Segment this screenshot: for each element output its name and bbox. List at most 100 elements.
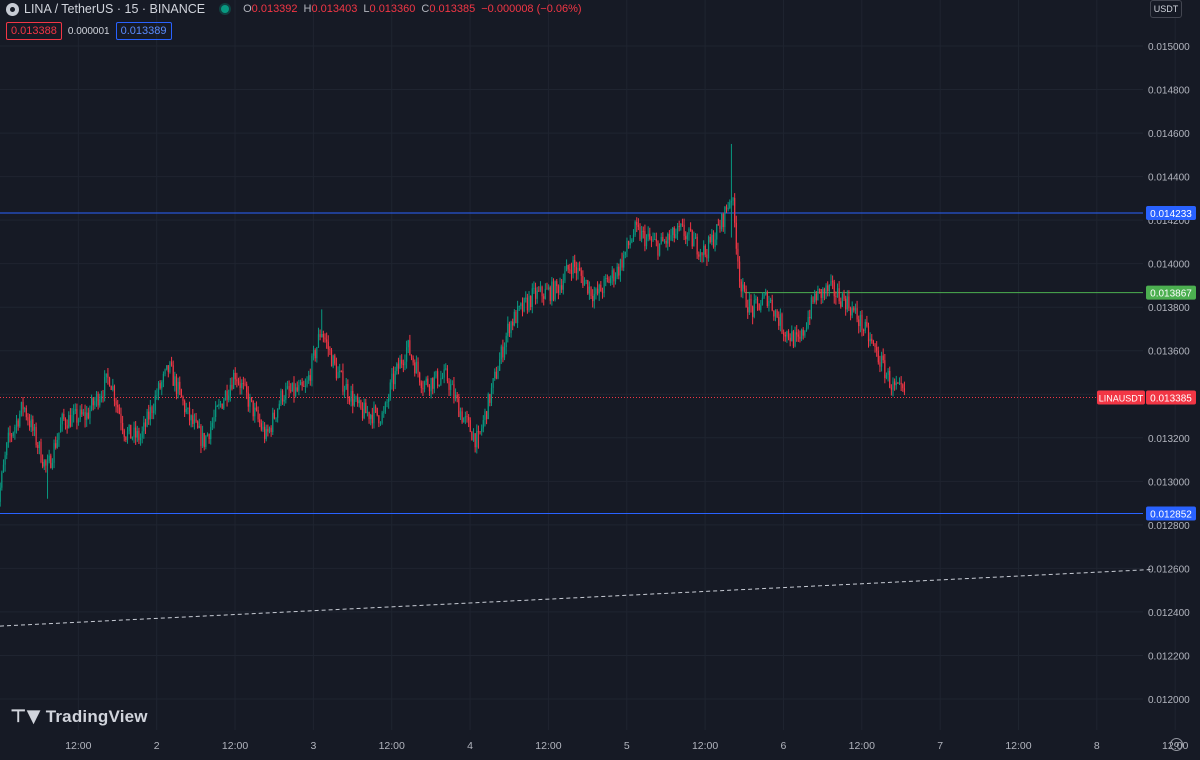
candle-body: [389, 382, 391, 398]
ohlc-low: L0.013360: [363, 3, 416, 15]
market-status-icon[interactable]: [221, 5, 230, 13]
candle-body: [184, 401, 186, 413]
candle-body: [903, 388, 906, 393]
candle-body: [110, 386, 112, 390]
candle-body: [1, 472, 3, 488]
candle-body: [159, 383, 161, 389]
candle-body: [6, 442, 8, 456]
candle-body: [822, 288, 824, 298]
candle-body: [316, 347, 318, 359]
candle-body: [611, 270, 613, 279]
candle-body: [355, 396, 357, 400]
candle-body: [151, 407, 153, 414]
candle-body: [704, 245, 706, 255]
candle-body: [203, 433, 205, 447]
candle-body: [22, 402, 24, 410]
candle-body: [781, 314, 783, 333]
buy-button[interactable]: 0.013389: [115, 22, 172, 40]
candle-body: [139, 437, 142, 441]
y-tick-label: 0.014000: [1148, 260, 1190, 271]
candle-body: [665, 240, 667, 244]
candle-body: [487, 394, 489, 420]
y-tick-label: 0.012400: [1148, 608, 1190, 619]
candle-body: [440, 378, 442, 385]
candle-body: [454, 394, 457, 399]
candle-body: [652, 239, 654, 241]
price-axis[interactable]: 0.012000 0.012200 0.012400 0.012600 0.012800…: [1148, 42, 1190, 706]
candle-body: [172, 365, 174, 386]
candle-body: [327, 341, 329, 350]
currency-selector[interactable]: USDT: [1150, 0, 1182, 18]
candle-body: [685, 236, 687, 240]
candle-body: [851, 307, 853, 316]
candle-body: [15, 420, 18, 427]
candle-body: [709, 236, 711, 243]
candle-body: [593, 293, 595, 302]
candle-body: [459, 411, 462, 418]
candle-body: [464, 415, 466, 418]
tradingview-logo-text: TradingView: [45, 706, 148, 726]
candle-body: [304, 385, 307, 387]
candle-body: [683, 224, 685, 237]
candle-body: [135, 427, 137, 438]
candle-body: [247, 392, 249, 407]
candle-body: [370, 414, 372, 419]
time-axis[interactable]: 12:00 2 12:00 3 12:00 4 12:00 5 12:00 6 12:00 7 12:0…: [65, 740, 1188, 752]
candle-body: [853, 307, 855, 311]
candle-body: [211, 422, 213, 428]
candle-body: [634, 221, 636, 235]
candle-body: [711, 234, 713, 243]
y-tick-label: 0.012000: [1148, 695, 1190, 706]
candle-body: [561, 285, 563, 290]
tradingview-logo: ⊤▼ TradingView: [10, 706, 148, 727]
candle-body: [46, 461, 49, 466]
candle-body: [791, 331, 793, 342]
candle-body: [92, 398, 94, 406]
candle-body: [756, 298, 759, 304]
candle-body: [833, 282, 835, 297]
candle-body: [760, 305, 762, 311]
y-tick-label: 0.012200: [1148, 651, 1190, 662]
candle-body: [59, 424, 62, 433]
tv-logo-icon: ⊤▼: [10, 706, 41, 727]
candle-body: [25, 408, 27, 418]
trendline[interactable]: [0, 568, 1152, 627]
y-tick-label: 0.015000: [1148, 42, 1190, 53]
candle-body: [285, 388, 287, 400]
candle-body: [131, 437, 134, 439]
candle-body: [4, 455, 6, 465]
candle-body: [848, 296, 850, 309]
candle-body: [690, 228, 692, 231]
horizontal-levels[interactable]: [0, 212, 1143, 515]
candle-body: [858, 319, 860, 327]
symbol-title[interactable]: LINA / TetherUS · 15 · BINANCE: [24, 2, 206, 16]
candle-body: [122, 422, 124, 431]
settings-icon[interactable]: [1170, 738, 1183, 751]
sell-button[interactable]: 0.013388: [6, 22, 62, 40]
candle-body: [660, 237, 662, 244]
candle-body: [348, 398, 351, 402]
candle-body: [740, 281, 742, 292]
candle-body: [234, 372, 236, 380]
candle-body: [814, 293, 816, 303]
candle-body: [554, 281, 556, 300]
candle-body: [541, 286, 543, 297]
candle-body: [252, 400, 254, 417]
candle-body: [774, 310, 777, 317]
candle-body: [894, 381, 896, 386]
candle-body: [706, 254, 708, 259]
candle-body: [448, 381, 450, 390]
candle-body: [360, 400, 362, 409]
candle-body: [794, 332, 796, 347]
candle-body: [603, 278, 605, 294]
candle-body: [686, 234, 688, 240]
candle-body: [492, 378, 494, 388]
candle-body: [693, 238, 695, 247]
candle-body: [668, 233, 670, 240]
candle-body: [650, 239, 653, 241]
candle-body: [572, 259, 574, 274]
candle-body: [579, 268, 581, 271]
candle-body: [118, 407, 120, 414]
candle-body: [645, 236, 648, 247]
